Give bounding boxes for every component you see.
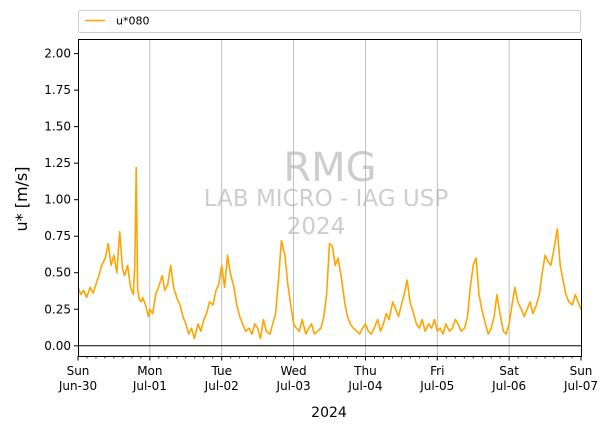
y-tick-label: 0.25 (44, 302, 71, 316)
x-tick-label-day: Fri (430, 364, 444, 378)
x-axis: SunJun-30MonJul-01TueJul-02WedJul-03ThuJ… (58, 356, 598, 393)
x-tick-label-date: Jul-03 (276, 379, 311, 393)
x-tick-label-date: Jun-30 (58, 379, 97, 393)
watermark-line-1: RMG (283, 145, 376, 191)
x-tick-label-date: Jul-06 (491, 379, 526, 393)
y-axis: 0.00 0.25 0.50 0.75 1.00 1.25 1.50 1.75 2.00 (44, 47, 78, 353)
x-axis-label: 2024 (311, 405, 347, 421)
y-axis-label: u* [m/s] (12, 166, 31, 231)
y-tick-label: 0.00 (44, 339, 71, 353)
vertical-grid (149, 39, 510, 356)
watermark: RMG LAB MICRO - IAG USP 2024 (204, 145, 449, 240)
legend: u*080 (78, 10, 581, 33)
watermark-line-3: 2024 (287, 214, 346, 240)
y-tick-label: 0.50 (44, 266, 71, 280)
y-axis-label-text: u* [m/s] (12, 166, 31, 231)
x-tick-label-day: Sat (499, 364, 519, 378)
y-tick-label: 0.75 (44, 229, 71, 243)
x-tick-label-day: Wed (280, 364, 306, 378)
y-tick-label: 1.25 (44, 156, 71, 170)
x-tick-label-day: Thu (353, 364, 377, 378)
series-line-u080 (77, 166, 582, 340)
x-tick-label-day: Sun (570, 364, 593, 378)
x-tick-label-date: Jul-04 (347, 379, 382, 393)
legend-label-u080: u*080 (116, 15, 149, 28)
x-tick-label-day: Tue (210, 364, 232, 378)
y-tick-label: 2.00 (44, 47, 71, 61)
y-tick-label: 1.00 (44, 193, 71, 207)
legend-frame (78, 10, 581, 33)
watermark-line-2: LAB MICRO - IAG USP (204, 186, 449, 212)
y-tick-label: 1.50 (44, 120, 71, 134)
plot-frame (78, 39, 582, 357)
x-tick-label-date: Jul-01 (132, 379, 167, 393)
y-tick-label: 1.75 (44, 83, 71, 97)
x-tick-label-day: Mon (137, 364, 162, 378)
x-tick-label-date: Jul-05 (419, 379, 454, 393)
x-tick-label-date: Jul-07 (563, 379, 598, 393)
x-tick-label-date: Jul-02 (204, 379, 239, 393)
x-tick-label-day: Sun (67, 364, 90, 378)
